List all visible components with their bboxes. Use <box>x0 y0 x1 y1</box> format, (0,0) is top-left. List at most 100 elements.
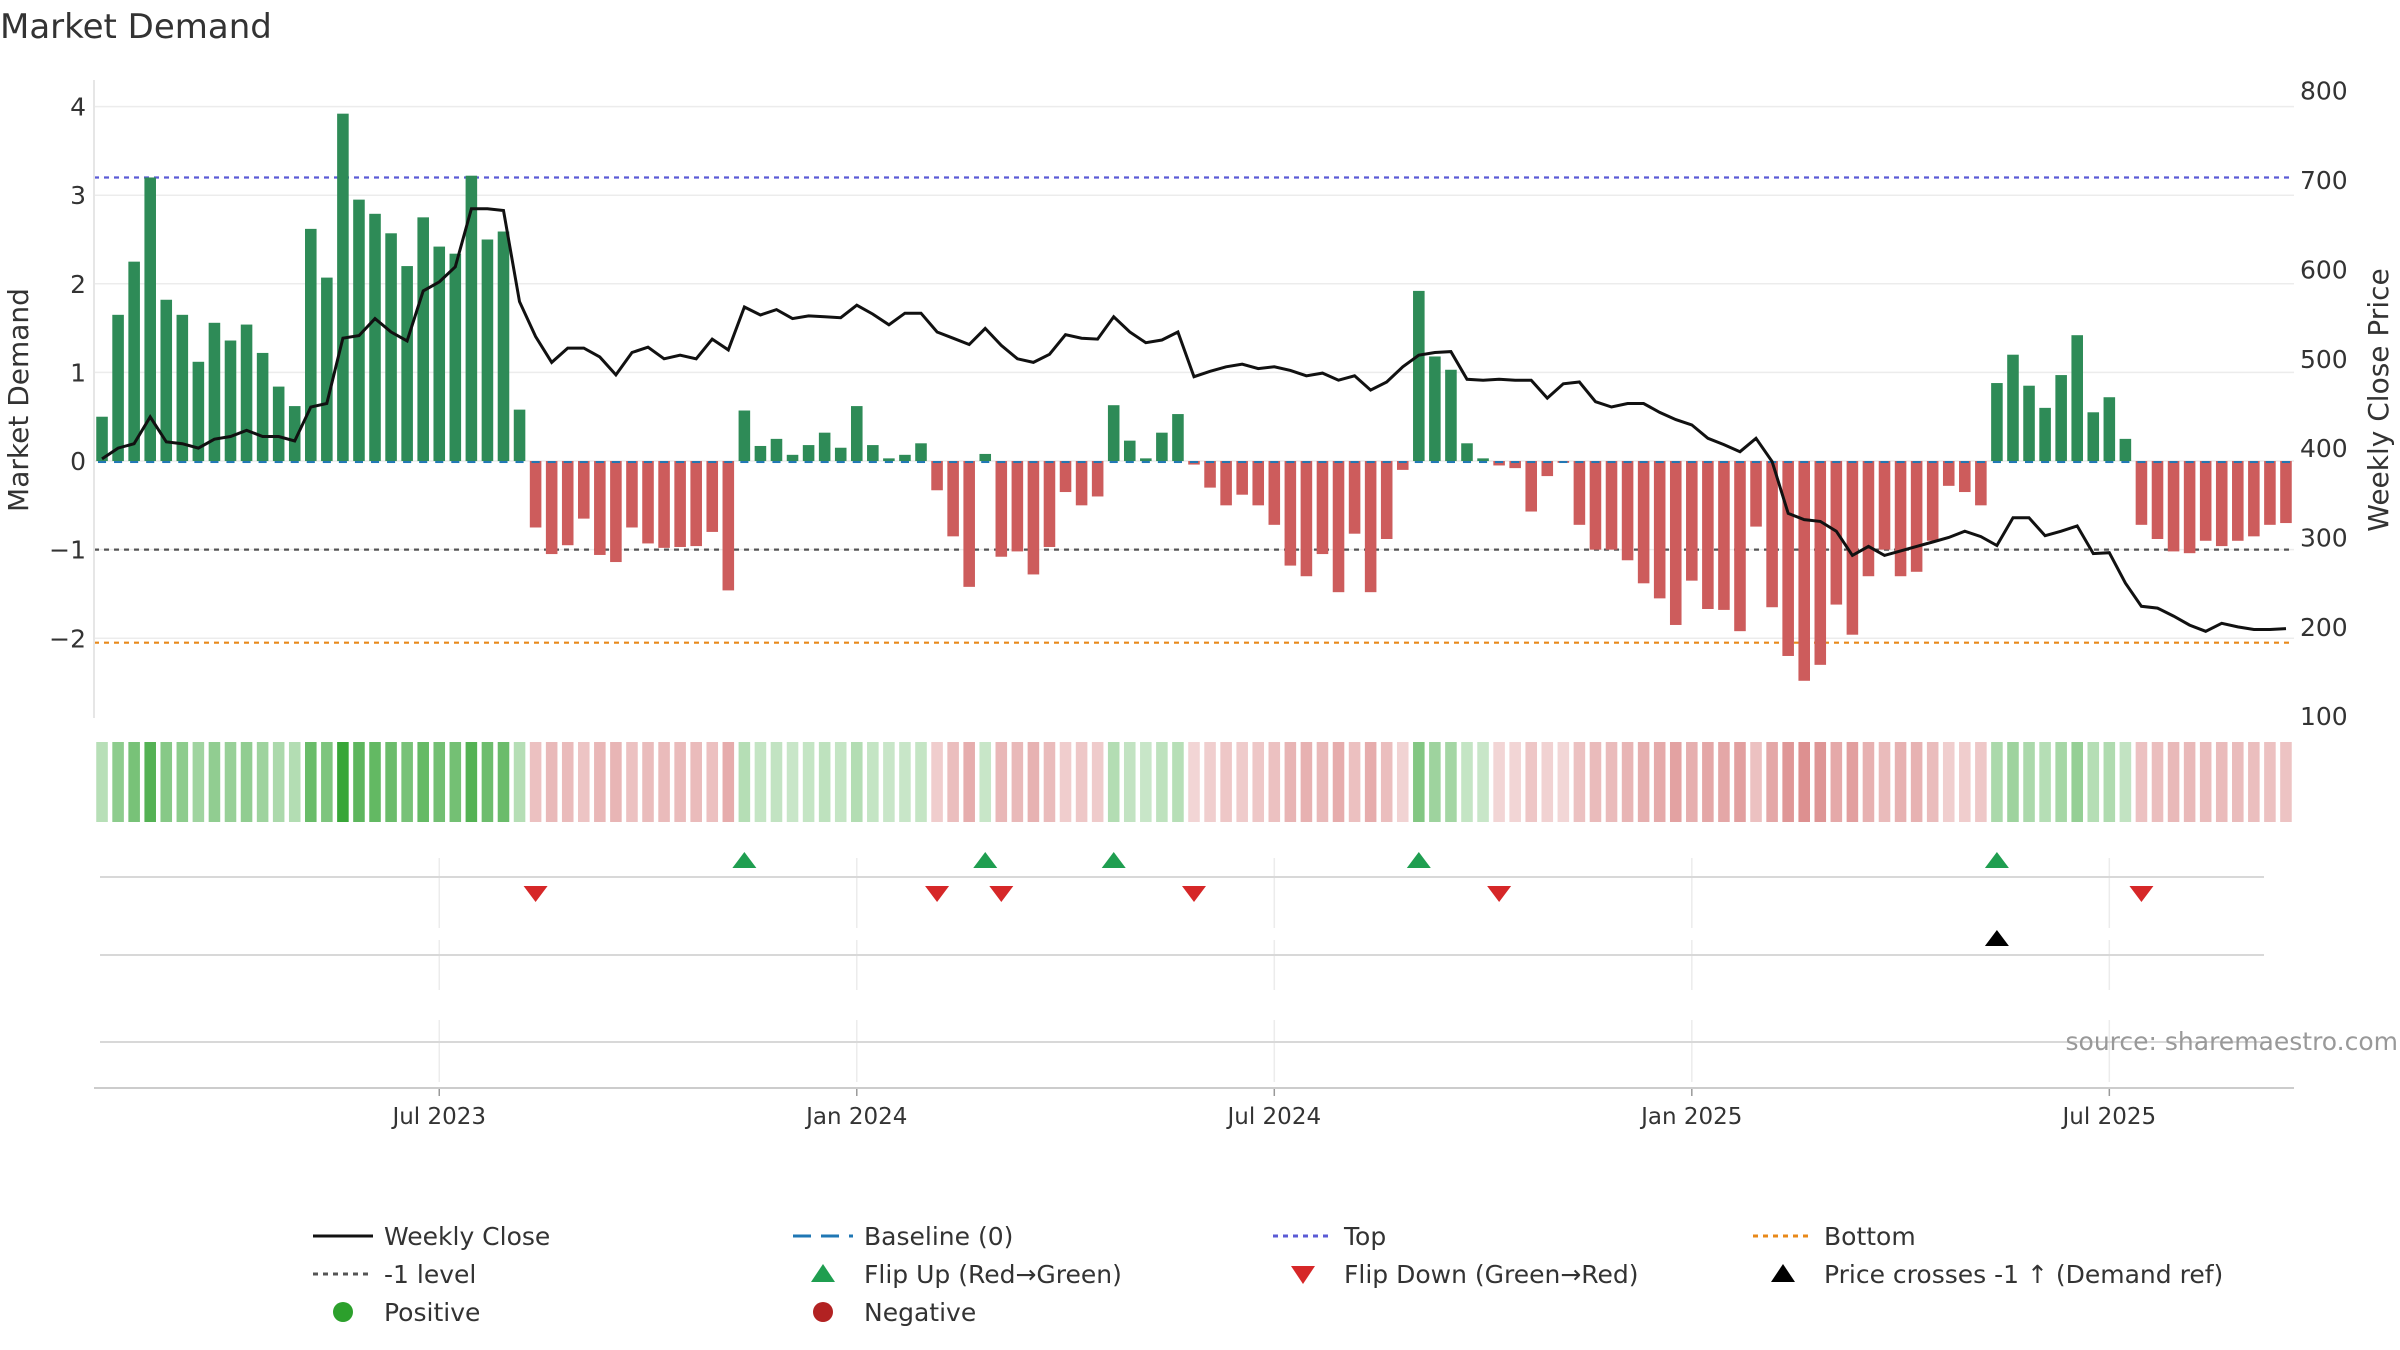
heat-cell <box>1910 742 1923 822</box>
positive-demand-bar <box>802 445 815 462</box>
negative-demand-bar <box>1011 461 1024 552</box>
positive-demand-bar <box>449 253 462 462</box>
right-axis-label: Weekly Close Price <box>2362 268 2395 531</box>
heat-cell <box>786 742 799 822</box>
negative-demand-bar <box>1846 461 1859 635</box>
heat-cell <box>1605 742 1618 822</box>
heat-cell <box>658 742 670 822</box>
legend-item-top: Top <box>1273 1222 1386 1251</box>
heat-cell <box>481 742 494 822</box>
positive-demand-bar <box>240 324 253 462</box>
heat-cell <box>256 742 269 822</box>
heat-cell <box>272 742 285 822</box>
legend-item-bottom: Bottom <box>1753 1222 1916 1251</box>
positive-demand-bar <box>1123 440 1136 462</box>
right-tick-label: 700 <box>2300 166 2348 195</box>
heat-cell <box>1156 742 1168 822</box>
negative-demand-bar <box>995 461 1008 557</box>
x-tick-label: Jan 2025 <box>1639 1104 1742 1130</box>
negative-demand-bar <box>2248 461 2260 537</box>
heat-cell <box>850 742 863 822</box>
demand-heat-strip <box>96 742 2292 822</box>
negative-demand-bar <box>2232 461 2244 541</box>
right-tick-label: 500 <box>2300 345 2348 374</box>
heat-cell <box>1637 742 1650 822</box>
heat-cell <box>1766 742 1778 822</box>
heat-cell <box>1396 742 1409 822</box>
negative-demand-bar <box>1862 461 1875 577</box>
positive-demand-bar <box>1413 290 1425 462</box>
heat-cell <box>594 742 606 822</box>
positive-demand-bar <box>208 322 221 462</box>
heat-cell <box>2151 742 2164 822</box>
negative-demand-bar <box>658 461 670 548</box>
positive-demand-bar <box>915 443 927 462</box>
heat-cell <box>915 742 927 822</box>
heat-cell <box>433 742 446 822</box>
heat-cell <box>1862 742 1875 822</box>
heat-cell <box>465 742 478 822</box>
positive-demand-bar <box>1172 414 1184 462</box>
heat-cell <box>1252 742 1265 822</box>
chart-title: Market Demand <box>0 7 272 47</box>
heat-cell <box>1300 742 1313 822</box>
positive-demand-bar <box>1156 432 1168 462</box>
negative-demand-bar <box>1316 461 1329 555</box>
heat-cell <box>2071 742 2083 822</box>
heat-cell <box>176 742 189 822</box>
heat-cell <box>1750 742 1762 822</box>
positive-demand-bar <box>2007 354 2019 462</box>
heat-cell <box>1380 742 1393 822</box>
negative-demand-bar <box>1027 461 1040 575</box>
legend-item-negative: Negative <box>813 1298 976 1327</box>
positive-demand-bar <box>481 239 494 462</box>
heat-cell <box>2199 742 2212 822</box>
negative-demand-bar <box>1300 461 1313 577</box>
negative-demand-bar <box>1493 461 1505 466</box>
heat-cell <box>2232 742 2244 822</box>
heat-cell <box>2167 742 2180 822</box>
heat-cell <box>1413 742 1425 822</box>
heat-cell <box>722 742 735 822</box>
negative-demand-bar <box>2215 461 2228 547</box>
negative-demand-bar <box>2280 461 2292 524</box>
legend-label-positive: Positive <box>384 1298 480 1327</box>
heat-cell <box>1123 742 1136 822</box>
negative-demand-bar <box>690 461 702 547</box>
heat-cell <box>561 742 574 822</box>
demand-bars <box>96 113 2292 681</box>
legend-label-minus-one: -1 level <box>384 1260 476 1289</box>
legend-item-minus-one: -1 level <box>313 1260 476 1289</box>
negative-demand-bar <box>578 461 590 519</box>
heat-cell <box>497 742 510 822</box>
heat-cell <box>2248 742 2260 822</box>
right-tick-label: 600 <box>2300 255 2348 284</box>
negative-demand-bar <box>2135 461 2148 525</box>
heat-cell <box>834 742 847 822</box>
heat-cell <box>1525 742 1538 822</box>
positive-demand-bar <box>1461 443 1473 462</box>
heat-cell <box>706 742 719 822</box>
negative-demand-bar <box>1075 461 1088 506</box>
positive-demand-bar <box>224 340 237 462</box>
heat-cell <box>883 742 895 822</box>
positive-demand-bar <box>2023 385 2035 462</box>
heat-cell <box>1991 742 2003 822</box>
heat-cell <box>2087 742 2100 822</box>
flip-up-marker <box>1984 852 2009 868</box>
positive-demand-bar <box>401 266 413 462</box>
heat-cell <box>224 742 237 822</box>
left-tick-label: 4 <box>70 93 86 122</box>
heat-cell <box>240 742 253 822</box>
negative-demand-bar <box>1236 461 1248 495</box>
negative-demand-bar <box>1702 461 1714 610</box>
flip-down-marker <box>1487 886 1512 902</box>
heat-cell <box>738 742 751 822</box>
positive-demand-bar <box>2103 397 2116 462</box>
left-tick-label: 0 <box>70 447 86 476</box>
negative-demand-bar <box>1059 461 1072 493</box>
heat-cell <box>1814 742 1827 822</box>
heat-cell <box>2183 742 2196 822</box>
heat-cell <box>1107 742 1120 822</box>
legend-label-top: Top <box>1343 1222 1386 1251</box>
